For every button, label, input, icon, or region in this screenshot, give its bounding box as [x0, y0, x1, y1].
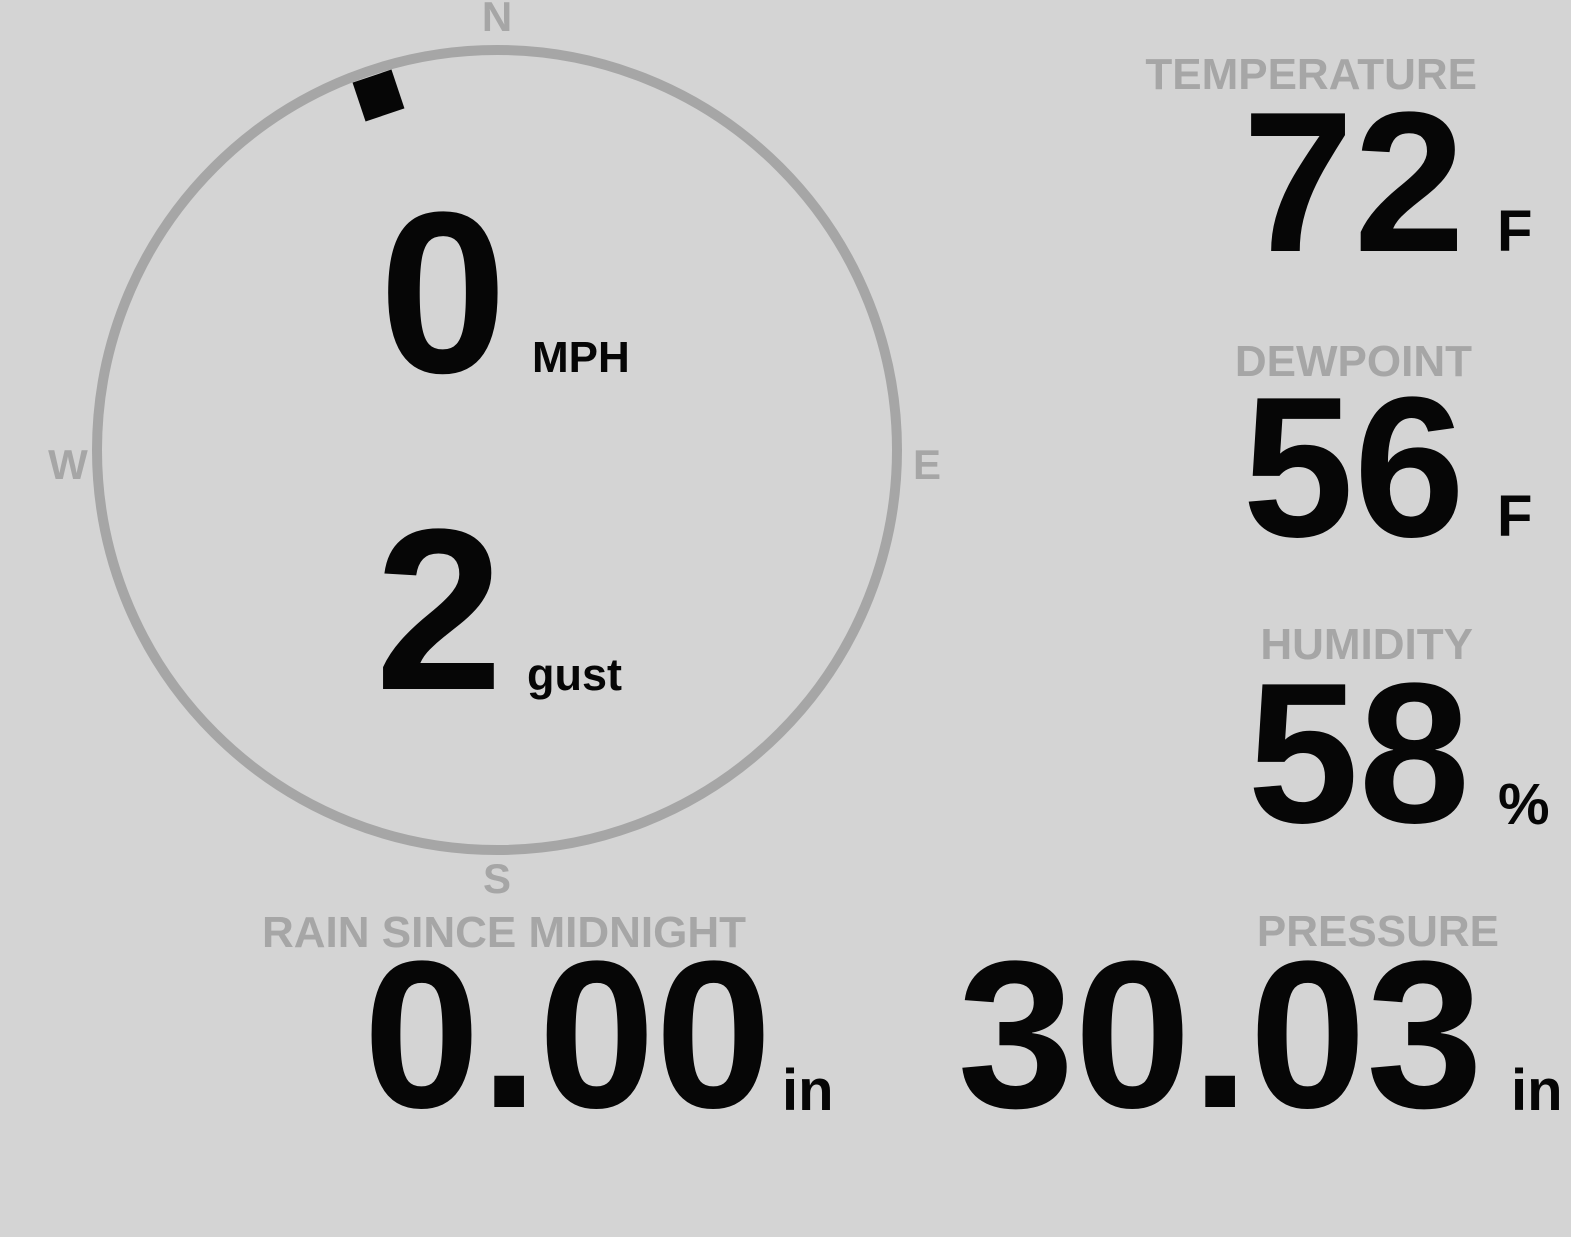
- compass-label-east: E: [912, 441, 941, 488]
- humidity-value: 58: [1247, 642, 1470, 865]
- pressure-value: 30.03: [957, 917, 1483, 1152]
- compass-label-north: N: [481, 0, 513, 40]
- dewpoint-unit: F: [1497, 484, 1533, 549]
- wind-gust-unit: gust: [527, 649, 622, 700]
- rain-unit: in: [782, 1058, 834, 1123]
- wind-gust-value: 2: [375, 481, 503, 738]
- pressure-unit: in: [1511, 1058, 1563, 1123]
- wind-speed-value: 0: [379, 164, 507, 421]
- pressure-label: PRESSURE: [1256, 907, 1499, 956]
- temperature-label: TEMPERATURE: [1145, 50, 1477, 99]
- humidity-label: HUMIDITY: [1260, 620, 1473, 669]
- humidity-unit: %: [1498, 772, 1550, 837]
- wind-speed-unit: MPH: [532, 333, 630, 382]
- compass-label-south: S: [482, 855, 511, 902]
- dewpoint-value: 56: [1242, 356, 1465, 579]
- dewpoint-label: DEWPOINT: [1234, 337, 1472, 386]
- rain-value: 0.00: [363, 917, 772, 1152]
- compass-ring: [92, 45, 902, 855]
- temperature-value: 72: [1242, 71, 1465, 294]
- compass-label-west: W: [48, 441, 88, 488]
- temperature-unit: F: [1497, 199, 1533, 264]
- rain-label: RAIN SINCE MIDNIGHT: [262, 908, 746, 957]
